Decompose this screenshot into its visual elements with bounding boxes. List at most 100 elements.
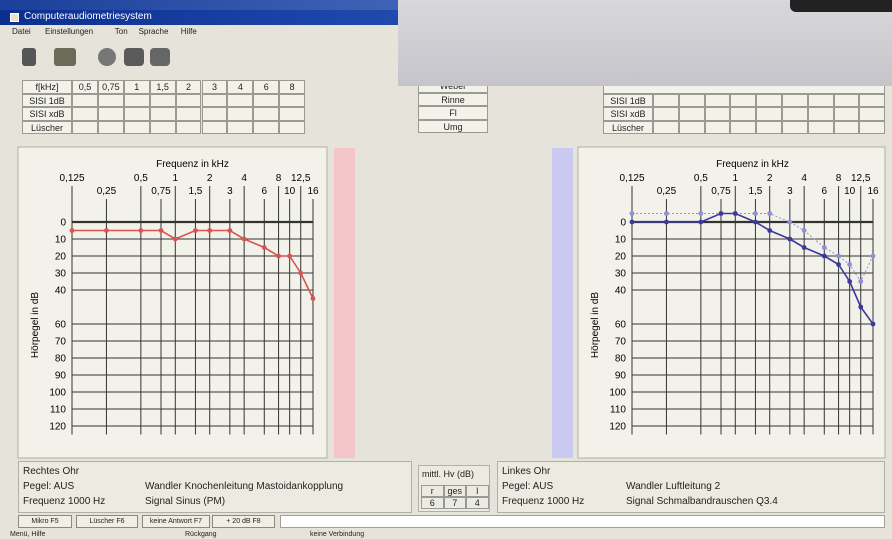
- table-cell: [833, 93, 860, 107]
- data-point: [801, 228, 807, 233]
- table-header-cell: f[kHz]: [22, 80, 72, 94]
- data-point: [629, 211, 635, 216]
- x-axis-title: Frequenz in kHz: [716, 159, 789, 170]
- table-cell: [653, 120, 679, 134]
- function-button[interactable]: Lüscher F6: [76, 515, 138, 528]
- tool-button[interactable]: [98, 48, 116, 66]
- data-point: [310, 296, 316, 301]
- table-cell: [730, 120, 757, 134]
- y-tick-label: 30: [55, 269, 67, 280]
- table-cell: [253, 93, 280, 107]
- data-point: [821, 253, 827, 259]
- tool-button[interactable]: [124, 48, 144, 66]
- table-cell: [175, 107, 202, 121]
- table-row-label: Lüscher: [22, 120, 72, 134]
- data-point: [787, 219, 793, 225]
- menu-bar: Datei Einstellungen Ton Sprache Hilfe: [0, 26, 892, 39]
- y-tick-label: 70: [615, 337, 627, 348]
- function-button[interactable]: keine Antwort F7: [142, 515, 210, 528]
- table-header-cell: 1,5: [149, 80, 176, 94]
- menu-item[interactable]: Ton: [114, 27, 128, 36]
- table-cell: [704, 107, 731, 121]
- table-cell: [653, 93, 679, 107]
- menu-item[interactable]: Hilfe: [180, 27, 197, 36]
- function-button[interactable]: Mikro F5: [18, 515, 72, 528]
- table-cell: [253, 107, 280, 121]
- x-tick-label: 0,5: [694, 173, 708, 184]
- table-cell: [279, 93, 306, 107]
- table-cell: [730, 93, 757, 107]
- table-cell: [72, 107, 98, 121]
- status-text: Rückgang: [185, 531, 217, 538]
- menu-item[interactable]: Datei: [12, 27, 31, 36]
- x-tick-label: 3: [787, 186, 793, 197]
- data-point: [287, 253, 293, 259]
- mean-loss-value: 4: [466, 497, 489, 509]
- table-cell: [97, 93, 124, 107]
- menu-item[interactable]: Sprache: [138, 27, 169, 36]
- y-tick-label: 60: [55, 320, 67, 331]
- table-row-label: Fl: [418, 106, 488, 120]
- table-cell: [227, 120, 254, 134]
- mean-loss-panel: mittl. Hv (dB) r ges l 6 7 4: [418, 465, 490, 512]
- y-tick-label: 0: [620, 218, 626, 229]
- y-tick-label: 110: [610, 405, 626, 416]
- table-cell: [72, 93, 98, 107]
- table-header-cell: 8: [279, 80, 306, 94]
- x-tick-label: 16: [307, 186, 319, 197]
- data-point: [298, 270, 304, 276]
- data-point: [158, 228, 164, 233]
- x-tick-label: 6: [822, 186, 828, 197]
- data-point: [870, 321, 876, 327]
- y-tick-label: 100: [49, 388, 66, 399]
- table-cell: [756, 93, 782, 107]
- table-row-label: SISI xdB: [22, 107, 72, 121]
- x-tick-label: 8: [276, 173, 282, 184]
- chart-frame: [577, 146, 886, 459]
- x-tick-label: 8: [836, 173, 842, 184]
- level-text: Pegel: AUS: [23, 481, 75, 492]
- y-axis-title: Hörpegel in dB: [590, 292, 601, 358]
- table-cell: [859, 120, 886, 134]
- y-tick-label: 60: [615, 320, 627, 331]
- table-cell: [807, 120, 834, 134]
- function-button[interactable]: + 20 dB F8: [212, 515, 275, 528]
- x-tick-label: 10: [844, 186, 856, 197]
- y-tick-label: 30: [615, 269, 627, 280]
- mean-loss-value: 6: [421, 497, 444, 509]
- table-cell: [756, 107, 782, 121]
- ear-info-panel: Rechtes Ohr Pegel: AUS Frequenz 1000 Hz Wan…: [18, 461, 412, 513]
- x-tick-label: 16: [867, 186, 879, 197]
- table-row-label: Lüscher: [603, 120, 653, 134]
- data-point: [276, 253, 281, 259]
- table-cell: [149, 107, 176, 121]
- data-point: [847, 279, 853, 284]
- table-cell: [782, 107, 808, 121]
- y-tick-label: 0: [60, 218, 66, 229]
- data-point: [753, 211, 758, 216]
- table-cell: [175, 93, 202, 107]
- table-cell: [253, 120, 280, 134]
- x-tick-label: 4: [241, 173, 247, 184]
- tool-button[interactable]: [22, 48, 36, 66]
- data-point: [172, 236, 178, 242]
- table-cell: [807, 93, 834, 107]
- table-cell: [756, 120, 782, 134]
- menu-item[interactable]: Einstellungen: [45, 27, 94, 36]
- data-point: [698, 211, 704, 216]
- side-bar: [334, 148, 355, 458]
- transducer-text: Wandler Luftleitung 2: [626, 481, 721, 492]
- x-tick-label: 6: [262, 186, 268, 197]
- table-header-cell: 4: [227, 80, 254, 94]
- x-tick-label: 1,5: [188, 186, 202, 197]
- status-text: Menü, Hilfe: [10, 531, 46, 538]
- table-header-cell: 3: [201, 80, 228, 94]
- tool-button[interactable]: [54, 48, 76, 66]
- table-cell: [859, 107, 886, 121]
- data-point: [732, 211, 738, 216]
- y-tick-label: 80: [615, 354, 627, 365]
- data-point: [227, 228, 233, 233]
- signal-text: Signal Schmalbandrauschen Q3.4: [626, 496, 778, 507]
- tool-button[interactable]: [150, 48, 170, 66]
